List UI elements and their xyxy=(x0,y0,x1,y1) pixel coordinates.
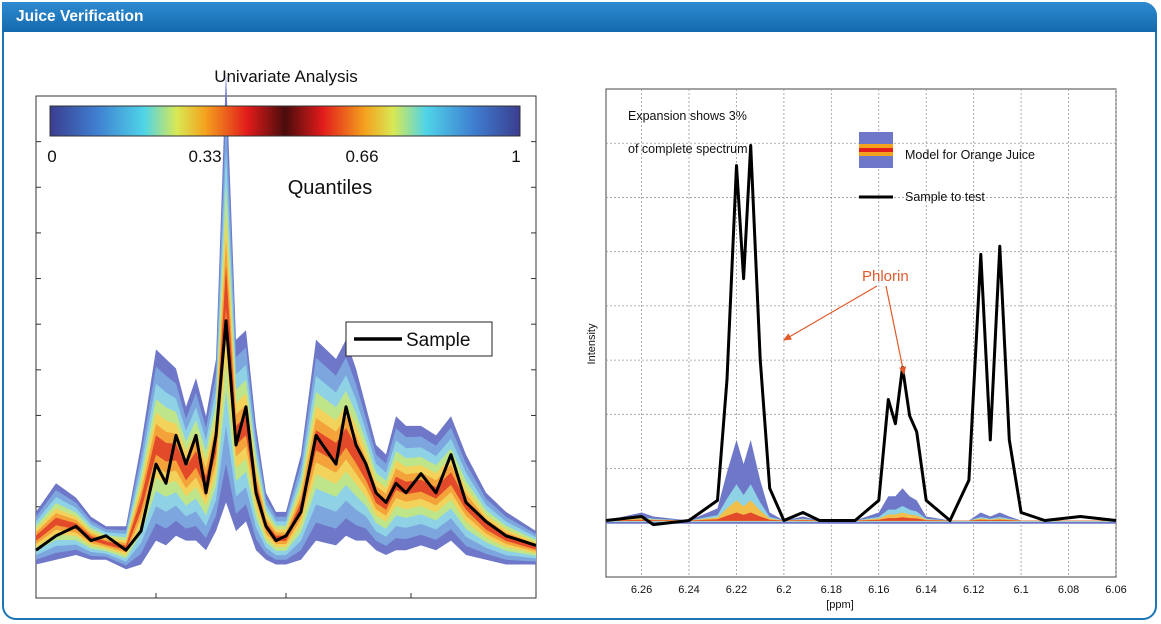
x-tick-label: 6.22 xyxy=(726,584,747,596)
model-band-3 xyxy=(606,512,1116,521)
chart-title: Univariate Analysis xyxy=(214,67,358,86)
legend: Model for Orange Juice Sample to test xyxy=(859,132,1035,204)
sample-to-test-line xyxy=(605,144,1117,527)
sample-line xyxy=(35,319,537,552)
colorbar-tick: 1 xyxy=(511,147,520,166)
univariate-analysis-chart: Univariate Analysis 0 0.33 xyxy=(35,67,537,599)
phlorin-annotation: Phlorin xyxy=(782,268,909,376)
legend-label-model: Model for Orange Juice xyxy=(905,148,1035,162)
x-axis-ticks: 6.26 6.24 6.22 6.2 6.18 6.16 6.14 6.12 6.1 6.08 6.… xyxy=(631,584,1127,596)
x-tick-label: 6.16 xyxy=(868,584,889,596)
x-tick-label: 6.14 xyxy=(916,584,937,596)
x-tick-label: 6.24 xyxy=(678,584,699,596)
colorbar-tick: 0.33 xyxy=(188,147,221,166)
x-tick-label: 6.2 xyxy=(776,584,791,596)
expansion-note-line1: Expansion shows 3% xyxy=(628,109,747,123)
panel-title: Juice Verification xyxy=(16,8,144,25)
legend-label: Sample xyxy=(406,330,470,351)
legend: Sample xyxy=(345,321,493,357)
quantile-band-4 xyxy=(36,214,536,556)
colorbar-gradient xyxy=(49,105,521,137)
phlorin-label: Phlorin xyxy=(862,268,909,285)
colorbar-tick: 0.66 xyxy=(345,147,378,166)
colorbar-label: Quantiles xyxy=(288,177,373,199)
x-axis-label: [ppm] xyxy=(826,599,854,611)
quantile-band-5 xyxy=(36,239,536,553)
phlorin-arrow-right xyxy=(885,285,907,376)
expansion-note-line2: of complete spectrum xyxy=(628,142,748,156)
x-axis-ticks xyxy=(155,593,412,598)
spectrum-expansion-chart: 6.26 6.24 6.22 6.2 6.18 6.16 6.14 6.12 6.1 6.08 6.… xyxy=(586,88,1127,611)
phlorin-arrow-left xyxy=(782,285,878,341)
colorbar-tick: 0 xyxy=(47,147,56,166)
colorbar: 0 0.33 0.66 1 Quantiles xyxy=(47,105,521,199)
model-bands xyxy=(606,439,1116,524)
x-tick-label: 6.1 xyxy=(1013,584,1028,596)
panel-header: Juice Verification xyxy=(2,2,1157,32)
x-tick-label: 6.12 xyxy=(963,584,984,596)
x-tick-label: 6.06 xyxy=(1105,584,1126,596)
x-tick-label: 6.26 xyxy=(631,584,652,596)
quantile-bands xyxy=(36,72,536,570)
x-tick-label: 6.08 xyxy=(1058,584,1079,596)
y-axis-label: Intensity xyxy=(586,323,598,364)
legend-label-sample: Sample to test xyxy=(905,190,985,204)
legend-model-swatch-core xyxy=(859,148,893,152)
x-tick-label: 6.18 xyxy=(821,584,842,596)
plot-area-frame xyxy=(605,88,1117,578)
